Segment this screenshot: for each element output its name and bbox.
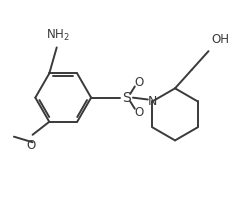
Text: S: S	[122, 91, 131, 105]
Text: O: O	[134, 76, 143, 89]
Text: OH: OH	[211, 33, 229, 46]
Text: O: O	[134, 106, 143, 119]
Text: N: N	[148, 95, 157, 108]
Text: O: O	[26, 138, 35, 152]
Text: NH$_2$: NH$_2$	[46, 28, 70, 43]
